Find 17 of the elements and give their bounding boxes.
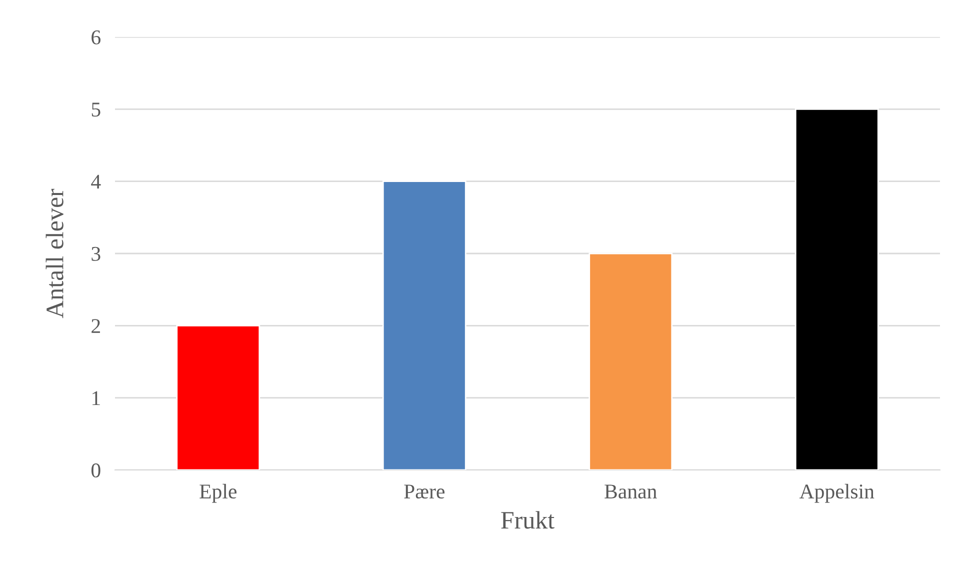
y-tick-label: 0 — [91, 463, 100, 478]
y-axis-title: Antall elever — [46, 188, 64, 318]
y-tick-label: 1 — [92, 391, 100, 406]
x-tick-label: Banan — [604, 484, 657, 499]
y-tick-label: 2 — [92, 319, 100, 333]
x-tick-label: Appelsin — [799, 484, 874, 503]
x-axis-title: Frukt — [501, 511, 554, 529]
y-tick-label: 6 — [92, 30, 100, 44]
bar — [794, 108, 879, 470]
x-tick-label: Eple — [200, 484, 236, 503]
y-tick-label: 3 — [92, 246, 100, 261]
bar — [176, 324, 260, 470]
bar — [382, 180, 466, 470]
y-tick-label: 4 — [91, 174, 101, 189]
bar — [588, 252, 673, 470]
x-tick-label: Pære — [404, 484, 444, 499]
y-tick-label: 5 — [92, 102, 100, 117]
